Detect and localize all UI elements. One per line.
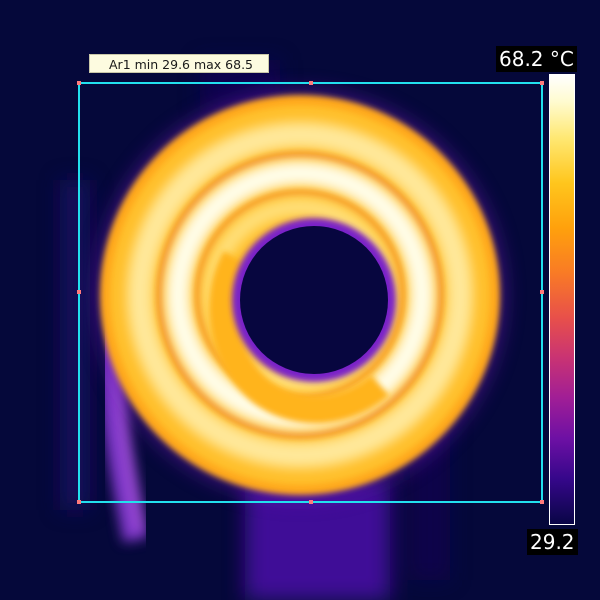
roi-label: Ar1 min 29.6 max 68.5 xyxy=(89,54,269,73)
roi-handle[interactable] xyxy=(309,500,313,504)
coil-center xyxy=(232,218,396,382)
roi-handle[interactable] xyxy=(540,290,544,294)
roi-handle[interactable] xyxy=(77,500,81,504)
scale-min-label: 29.2 xyxy=(527,529,578,555)
roi-handle[interactable] xyxy=(540,500,544,504)
roi-handle[interactable] xyxy=(77,81,81,85)
scale-max-label: 68.2 °C xyxy=(496,46,577,72)
roi-handles[interactable] xyxy=(77,81,544,504)
roi-handle[interactable] xyxy=(77,290,81,294)
roi-handle[interactable] xyxy=(309,81,313,85)
color-scale-bar xyxy=(549,74,575,525)
roi-handle[interactable] xyxy=(540,81,544,85)
